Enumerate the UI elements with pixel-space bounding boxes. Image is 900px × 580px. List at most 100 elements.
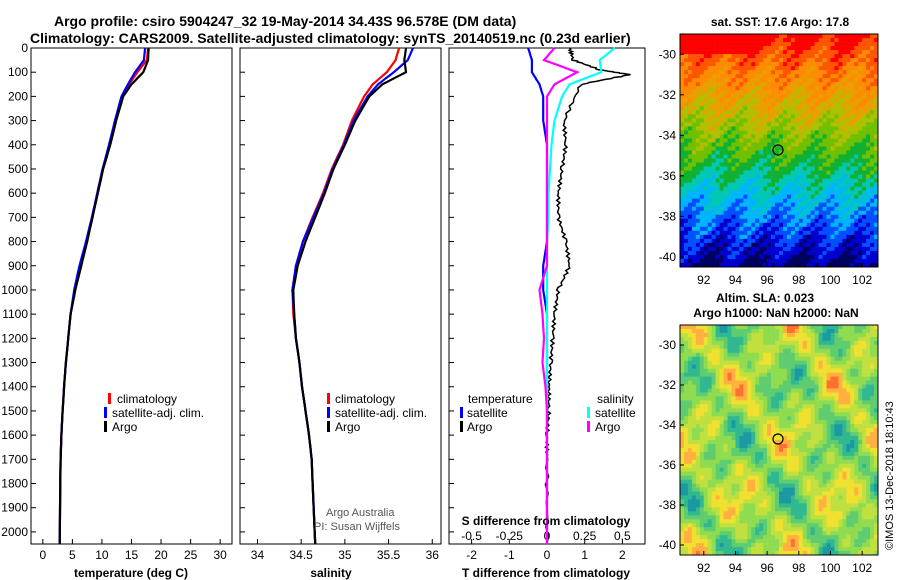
- heatmap-cell: [782, 114, 788, 119]
- heatmap-cell: [830, 114, 835, 119]
- heatmap-cell: [862, 356, 867, 361]
- heatmap-cell: [862, 194, 867, 200]
- heatmap-cell: [775, 62, 780, 67]
- heatmap-cell: [790, 210, 796, 216]
- heatmap-cell: [683, 190, 689, 195]
- heatmap-cell: [870, 242, 875, 248]
- heatmap-cell: [806, 420, 811, 425]
- heatmap-cell: [743, 130, 748, 135]
- heatmap-cell: [850, 158, 855, 163]
- heatmap-cell: [850, 392, 855, 397]
- heatmap-cell: [806, 455, 811, 461]
- heatmap-cell: [731, 134, 736, 139]
- heatmap-cell: [687, 150, 693, 155]
- heatmap-cell: [699, 440, 705, 445]
- heatmap-cell: [719, 400, 724, 405]
- heatmap-cell: [687, 42, 693, 47]
- heatmap-cell: [747, 218, 752, 224]
- heatmap-cell: [767, 130, 772, 135]
- heatmap-cell: [723, 432, 728, 437]
- heatmap-cell: [810, 90, 815, 95]
- heatmap-cell: [790, 451, 796, 457]
- heatmap-cell: [826, 230, 831, 236]
- heatmap-cell: [834, 110, 839, 115]
- heatmap-cell: [838, 226, 843, 232]
- legend-label-t-satellite: satellite: [467, 406, 508, 420]
- heatmap-cell: [834, 102, 839, 107]
- heatmap-cell: [731, 388, 736, 393]
- heatmap-cell: [691, 368, 697, 373]
- heatmap-cell: [727, 142, 732, 147]
- heatmap-cell: [862, 166, 867, 171]
- heatmap-cell: [862, 432, 867, 437]
- heatmap-cell: [798, 467, 804, 473]
- temperature-plot-frame: [30, 47, 233, 545]
- heatmap-cell: [751, 50, 756, 55]
- heatmap-cell: [771, 190, 776, 195]
- heatmap-cell: [711, 348, 716, 354]
- heatmap-cell: [680, 46, 685, 51]
- heatmap-cell: [798, 380, 804, 385]
- heatmap-cell: [747, 443, 752, 449]
- heatmap-cell: [747, 230, 752, 236]
- heatmap-cell: [782, 258, 788, 264]
- heatmap-cell: [798, 186, 804, 191]
- heatmap-cell: [707, 74, 712, 79]
- heatmap-cell: [755, 54, 760, 59]
- heatmap-cell: [687, 98, 693, 103]
- heatmap-cell: [874, 162, 879, 167]
- heatmap-cell: [866, 380, 871, 385]
- heatmap-cell: [727, 262, 732, 268]
- heatmap-cell: [786, 38, 792, 43]
- heatmap-cell: [751, 258, 756, 264]
- heatmap-cell: [731, 106, 736, 111]
- heatmap-cell: [790, 218, 796, 224]
- heatmap-cell: [850, 467, 855, 473]
- heatmap-cell: [695, 34, 701, 39]
- series-line-argo: [58, 47, 150, 545]
- heatmap-cell: [858, 344, 863, 350]
- heatmap-cell: [719, 126, 724, 131]
- lat-tick-label: -30: [659, 47, 677, 61]
- heatmap-cell: [866, 206, 871, 212]
- heatmap-cell: [870, 218, 875, 224]
- heatmap-cell: [794, 440, 800, 445]
- heatmap-cell: [806, 94, 811, 99]
- heatmap-cell: [806, 443, 811, 449]
- heatmap-cell: [798, 122, 804, 127]
- heatmap-cell: [866, 356, 871, 361]
- heatmap-cell: [862, 74, 867, 79]
- heatmap-cell: [751, 178, 756, 183]
- heatmap-cell: [687, 50, 693, 55]
- heatmap-cell: [699, 186, 705, 191]
- heatmap-cell: [858, 242, 863, 248]
- heatmap-cell: [806, 254, 811, 260]
- heatmap-cell: [794, 364, 800, 369]
- heatmap-cell: [806, 186, 811, 191]
- heatmap-cell: [680, 340, 685, 346]
- sst-heatmap-cells: [680, 34, 879, 268]
- heatmap-cell: [862, 340, 867, 346]
- heatmap-cell: [751, 126, 756, 131]
- heatmap-cell: [743, 471, 748, 476]
- heatmap-cell: [751, 400, 756, 405]
- heatmap-cell: [731, 202, 736, 208]
- heatmap-cell: [727, 62, 732, 67]
- heatmap-cell: [755, 138, 760, 143]
- heatmap-cell: [830, 340, 835, 346]
- heatmap-cell: [790, 404, 796, 409]
- heatmap-cell: [751, 471, 756, 476]
- heatmap-cell: [739, 372, 744, 377]
- heatmap-cell: [763, 238, 768, 244]
- heatmap-cell: [814, 174, 819, 179]
- heatmap-cell: [711, 262, 716, 268]
- heatmap-cell: [850, 424, 855, 429]
- heatmap-cell: [711, 134, 716, 139]
- heatmap-cell: [874, 447, 879, 453]
- temperature-tick-label: 10: [95, 548, 109, 562]
- heatmap-cell: [790, 178, 796, 183]
- heatmap-cell: [759, 372, 764, 377]
- heatmap-cell: [691, 82, 697, 87]
- heatmap-cell: [802, 198, 808, 204]
- heatmap-cell: [775, 416, 780, 421]
